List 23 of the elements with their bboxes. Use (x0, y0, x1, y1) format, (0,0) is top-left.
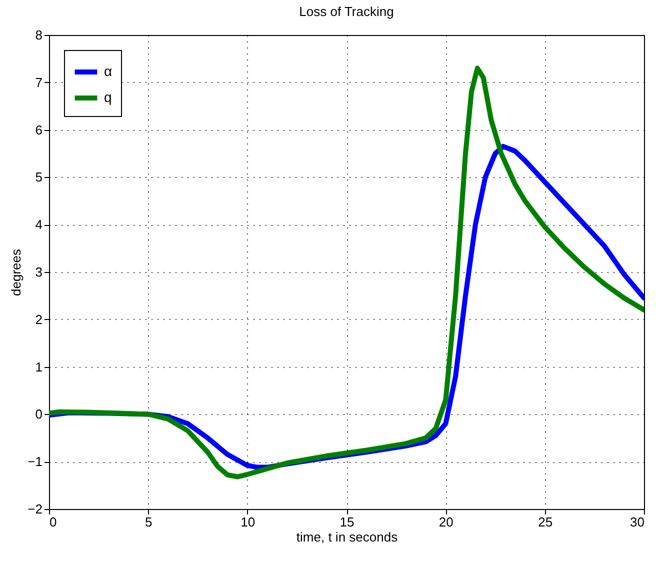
x-axis-title: time, t in seconds (296, 530, 398, 544)
x-tick-label: 0 (50, 514, 57, 530)
y-tick-label: −1 (28, 454, 42, 470)
x-tick-label: 10 (240, 514, 256, 530)
chart-title: Loss of Tracking (299, 4, 394, 19)
x-tick-label: 5 (145, 514, 152, 530)
x-tick-label: 30 (630, 514, 644, 530)
y-tick-label: 6 (35, 122, 42, 138)
y-tick-label: 0 (35, 406, 42, 422)
legend-label: α (104, 63, 112, 79)
y-tick-label: 5 (35, 170, 42, 185)
y-tick-label: 4 (35, 217, 42, 232)
y-axis-title: degrees (8, 248, 24, 296)
y-tick-label: 3 (35, 264, 42, 280)
x-tick-label: 20 (438, 514, 454, 530)
y-tick-label: −2 (28, 502, 42, 516)
y-tick-label: 8 (35, 28, 42, 42)
y-tick-label: 2 (35, 312, 42, 327)
y-tick-label: 7 (35, 74, 42, 90)
x-tick-label: 25 (538, 514, 553, 530)
x-tick-label: 15 (340, 514, 354, 530)
y-tick-label: 1 (35, 359, 42, 374)
legend-label: q (104, 89, 112, 105)
